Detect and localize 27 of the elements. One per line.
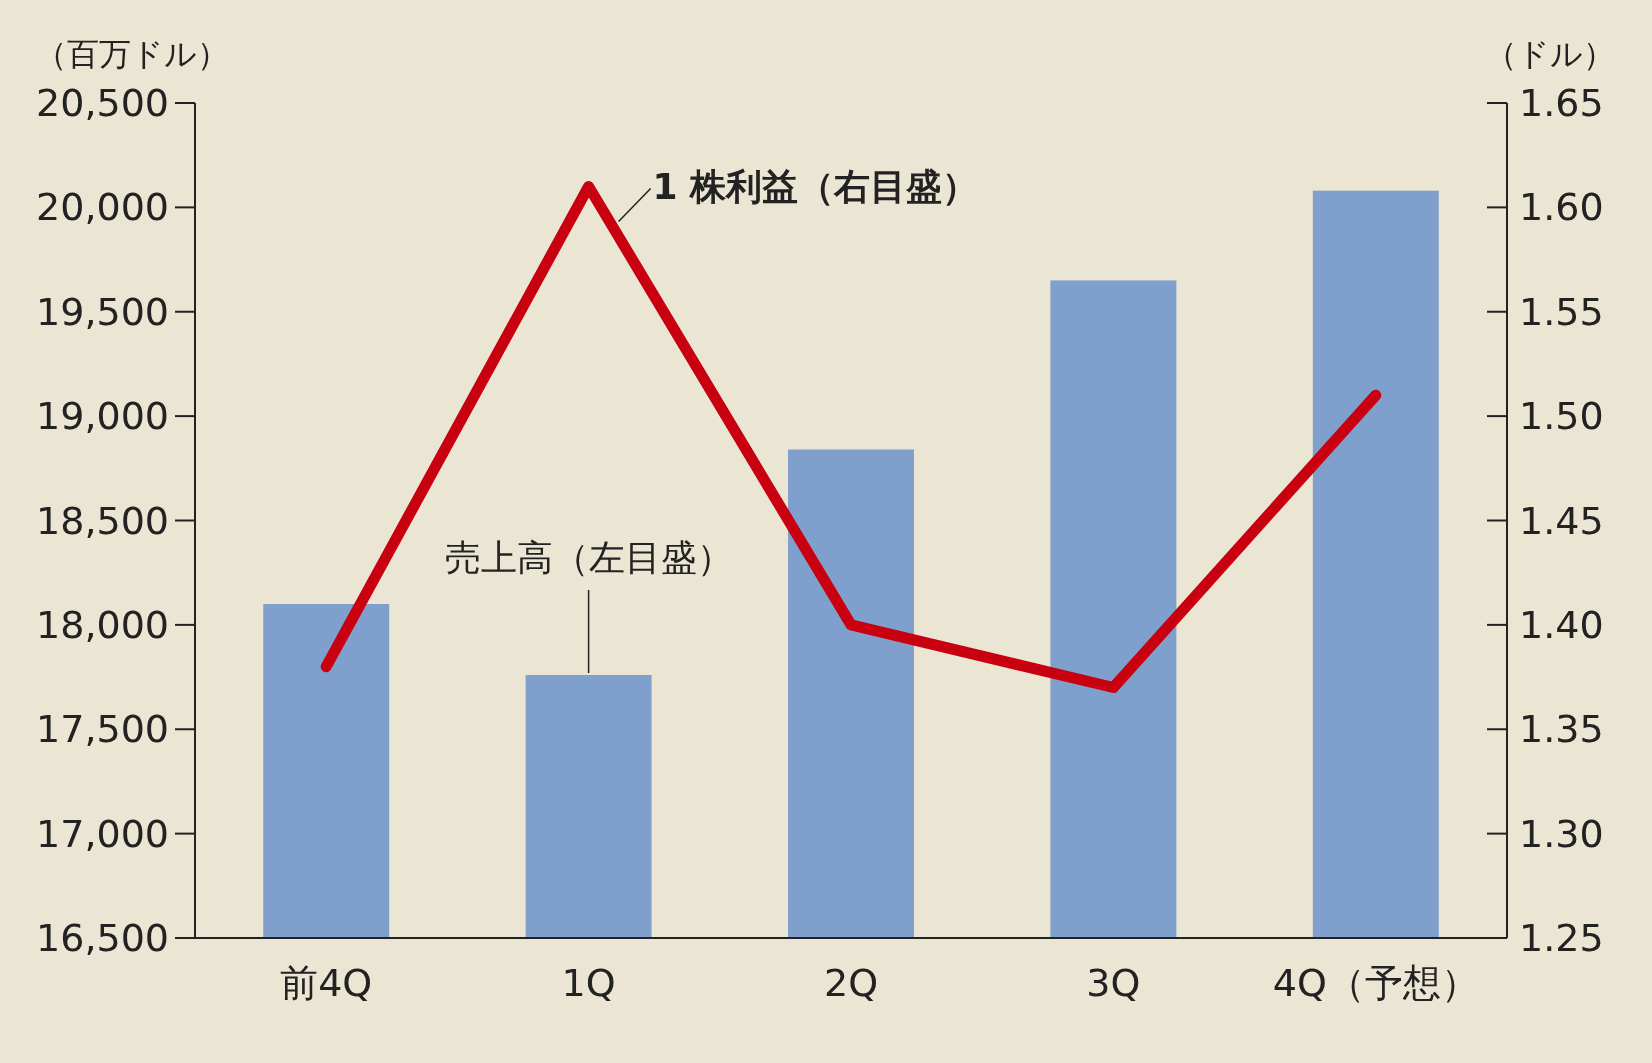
y-tick-label: 18,500 (36, 498, 169, 543)
x-tick-label: 前4Q (280, 961, 373, 1005)
x-tick-label: 2Q (823, 961, 879, 1005)
y2-axis-title: （ドル） (1485, 35, 1615, 73)
series-label: 1 株利益（右目盛） (652, 165, 979, 207)
y-tick-label: 19,000 (36, 394, 169, 439)
y-tick-label: 20,000 (36, 185, 169, 230)
y-tick-label: 18,000 (36, 602, 169, 647)
y2-tick-label: 1.65 (1519, 81, 1604, 125)
y-tick-label: 17,500 (36, 707, 169, 752)
y-tick-label: 19,500 (36, 289, 169, 334)
y-tick-label: 17,000 (36, 811, 169, 856)
y2-tick-label: 1.30 (1519, 811, 1604, 856)
x-tick-label: 1Q (561, 961, 616, 1005)
y2-tick-label: 1.35 (1519, 707, 1604, 752)
y-axis-title: （百万ドル） (35, 35, 229, 73)
y2-tick-label: 1.55 (1519, 289, 1604, 334)
y2-tick-label: 1.60 (1519, 185, 1604, 230)
x-tick-label: 3Q (1086, 961, 1141, 1005)
y2-tick-label: 1.50 (1519, 394, 1604, 439)
y2-tick-label: 1.45 (1519, 498, 1604, 543)
y2-tick-label: 1.40 (1519, 602, 1604, 647)
y-tick-label: 16,500 (36, 916, 169, 960)
y-tick-label: 20,500 (36, 81, 169, 125)
x-tick-label: 4Q（予想） (1272, 961, 1479, 1005)
y2-tick-label: 1.25 (1519, 916, 1604, 960)
series-label: 売上高（左目盛） (444, 536, 733, 578)
